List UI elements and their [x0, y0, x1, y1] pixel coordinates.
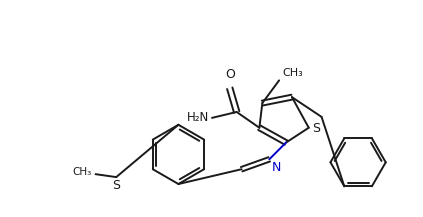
Text: O: O — [225, 68, 235, 81]
Text: CH₃: CH₃ — [72, 167, 91, 177]
Text: H₂N: H₂N — [187, 111, 209, 124]
Text: S: S — [112, 179, 120, 192]
Text: N: N — [272, 161, 282, 174]
Text: CH₃: CH₃ — [282, 68, 303, 78]
Text: S: S — [312, 122, 320, 135]
